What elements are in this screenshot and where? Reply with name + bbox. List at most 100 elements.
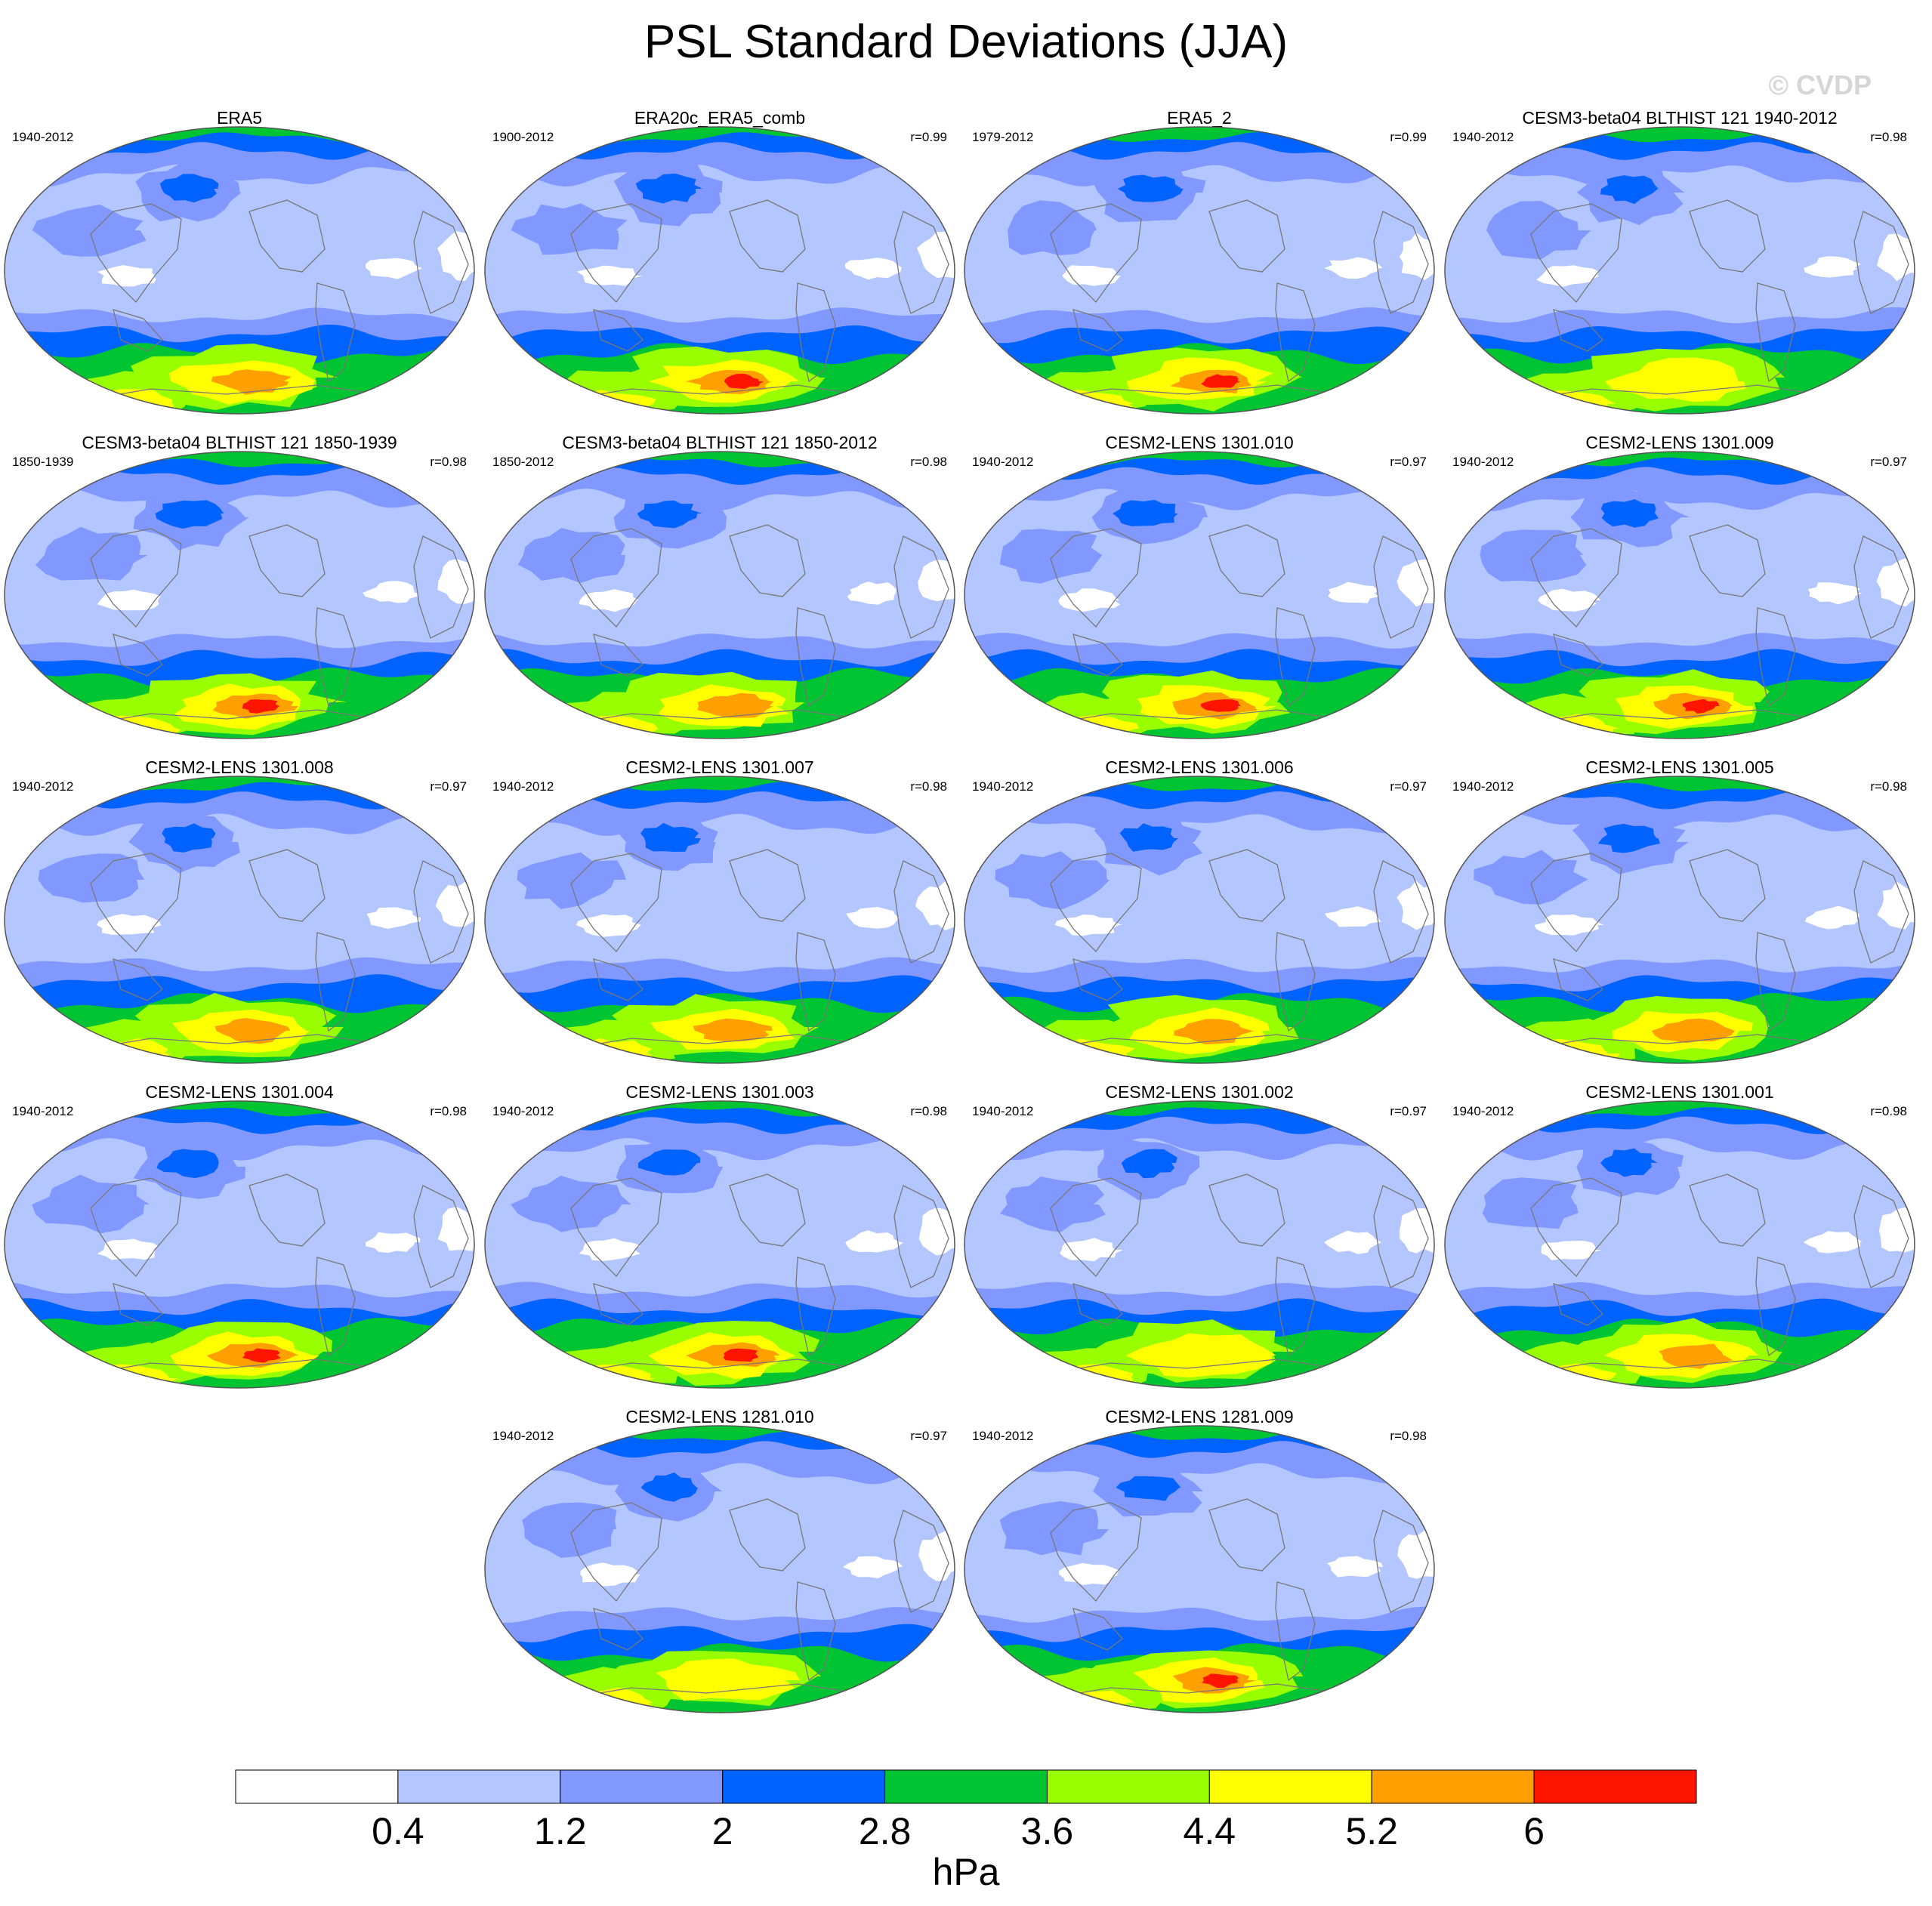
colorbar-tick-label: 2 <box>712 1810 733 1852</box>
panel-period: 1940-2012 <box>492 779 554 794</box>
map-panel: ERA5_2 1979-2012 r=0.99 <box>960 107 1439 424</box>
map-panel: CESM2-LENS 1281.010 1940-2012 r=0.97 <box>480 1406 959 1723</box>
panel-pattern-correlation: r=0.97 <box>1870 455 1907 469</box>
panel-pattern-correlation: r=0.98 <box>1870 1104 1907 1118</box>
panel-title: ERA20c_ERA5_comb <box>634 108 806 128</box>
panel-title: CESM3-beta04 BLTHIST 121 1850-1939 <box>82 433 397 452</box>
map-panel: CESM2-LENS 1301.007 1940-2012 r=0.98 <box>480 757 959 1074</box>
map-panel: ERA5 1940-2012 <box>0 107 479 424</box>
panel-period: 1940-2012 <box>972 1104 1034 1118</box>
panel-title: ERA5_2 <box>1167 108 1232 128</box>
panel-pattern-correlation: r=0.98 <box>910 455 947 469</box>
panel-period: 1940-2012 <box>1452 455 1514 469</box>
panel-title: CESM2-LENS 1301.003 <box>625 1082 814 1102</box>
map-panel: CESM3-beta04 BLTHIST 121 1850-2012 1850-2… <box>480 432 959 749</box>
panel-period: 1940-2012 <box>972 1429 1034 1443</box>
colorbar-box <box>722 1769 886 1804</box>
map-panel: CESM2-LENS 1301.006 1940-2012 r=0.97 <box>960 757 1439 1074</box>
colorbar-box <box>560 1769 724 1804</box>
panel-pattern-correlation: r=0.97 <box>910 1429 947 1443</box>
map-panel: CESM2-LENS 1301.009 1940-2012 r=0.97 <box>1440 432 1919 749</box>
psl-std-map <box>964 451 1435 739</box>
panel-pattern-correlation: r=0.98 <box>430 455 467 469</box>
map-panel: CESM2-LENS 1301.004 1940-2012 r=0.98 <box>0 1081 479 1399</box>
panel-title: CESM2-LENS 1301.005 <box>1585 757 1774 777</box>
colorbar-box <box>397 1769 561 1804</box>
panel-pattern-correlation: r=0.98 <box>910 1104 947 1118</box>
psl-std-map <box>484 451 955 739</box>
map-panel: ERA20c_ERA5_comb 1900-2012 r=0.99 <box>480 107 959 424</box>
panel-pattern-correlation: r=0.97 <box>1390 455 1427 469</box>
panel-title: CESM2-LENS 1301.010 <box>1105 433 1294 452</box>
map-panel: CESM2-LENS 1281.009 1940-2012 r=0.98 <box>960 1406 1439 1723</box>
panel-title: CESM2-LENS 1301.002 <box>1105 1082 1294 1102</box>
psl-std-map <box>1444 451 1915 739</box>
figure-title: PSL Standard Deviations (JJA) <box>643 16 1289 68</box>
panel-period: 1940-2012 <box>1452 779 1514 794</box>
colorbar-boxes <box>235 1769 1697 1804</box>
psl-std-map <box>4 451 475 739</box>
panel-title: CESM2-LENS 1301.004 <box>145 1082 334 1102</box>
panel-period: 1979-2012 <box>972 130 1034 144</box>
panel-title: ERA5 <box>216 108 263 128</box>
psl-std-map <box>484 1100 955 1389</box>
map-panel: CESM2-LENS 1301.008 1940-2012 r=0.97 <box>0 757 479 1074</box>
panel-title: CESM2-LENS 1301.008 <box>145 757 334 777</box>
panel-period: 1850-1939 <box>12 455 74 469</box>
panel-title: CESM2-LENS 1301.006 <box>1105 757 1294 777</box>
panel-title: CESM2-LENS 1301.009 <box>1585 433 1774 452</box>
psl-std-map <box>1444 1100 1915 1389</box>
panel-period: 1900-2012 <box>492 130 554 144</box>
panel-title: CESM2-LENS 1301.007 <box>625 757 814 777</box>
panel-pattern-correlation: r=0.98 <box>1870 779 1907 794</box>
colorbar-tick-label: 1.2 <box>534 1810 587 1852</box>
map-panel: CESM2-LENS 1301.002 1940-2012 r=0.97 <box>960 1081 1439 1399</box>
panel-period: 1940-2012 <box>492 1429 554 1443</box>
panel-period: 1940-2012 <box>12 779 74 794</box>
map-panel: CESM2-LENS 1301.001 1940-2012 r=0.98 <box>1440 1081 1919 1399</box>
colorbar-box <box>884 1769 1048 1804</box>
psl-std-map <box>1444 776 1915 1064</box>
colorbar-tick-label: 5.2 <box>1345 1810 1398 1852</box>
psl-std-map <box>484 1425 955 1713</box>
panel-title: CESM2-LENS 1301.001 <box>1585 1082 1774 1102</box>
panel-pattern-correlation: r=0.97 <box>430 779 467 794</box>
map-panel: CESM2-LENS 1301.005 1940-2012 r=0.98 <box>1440 757 1919 1074</box>
panel-period: 1940-2012 <box>1452 1104 1514 1118</box>
psl-std-map <box>484 126 955 415</box>
psl-std-map <box>964 126 1435 415</box>
panel-title: CESM2-LENS 1281.009 <box>1105 1407 1294 1426</box>
colorbar-tick-label: 3.6 <box>1021 1810 1074 1852</box>
colorbar-tick-label: 0.4 <box>372 1810 424 1852</box>
colorbar-box <box>1371 1769 1535 1804</box>
panel-pattern-correlation: r=0.98 <box>430 1104 467 1118</box>
panel-period: 1940-2012 <box>972 779 1034 794</box>
panel-pattern-correlation: r=0.98 <box>910 779 947 794</box>
panel-period: 1940-2012 <box>12 130 74 144</box>
colorbar-units: hPa <box>933 1851 1000 1893</box>
panel-period: 1940-2012 <box>12 1104 74 1118</box>
panel-pattern-correlation: r=0.99 <box>910 130 947 144</box>
colorbar-tick-label: 2.8 <box>859 1810 912 1852</box>
panel-title: CESM3-beta04 BLTHIST 121 1850-2012 <box>562 433 878 452</box>
psl-std-map <box>484 776 955 1064</box>
panel-pattern-correlation: r=0.97 <box>1390 779 1427 794</box>
watermark: © CVDP <box>1768 69 1872 100</box>
psl-std-map <box>4 126 475 415</box>
panel-pattern-correlation: r=0.98 <box>1390 1429 1427 1443</box>
map-panel: CESM3-beta04 BLTHIST 121 1850-1939 1850-1… <box>0 432 479 749</box>
panel-pattern-correlation: r=0.97 <box>1390 1104 1427 1118</box>
psl-std-map <box>4 776 475 1064</box>
colorbar-box <box>1208 1769 1372 1804</box>
panel-pattern-correlation: r=0.99 <box>1390 130 1427 144</box>
map-panel: CESM3-beta04 BLTHIST 121 1940-2012 1940-2… <box>1440 107 1919 424</box>
psl-std-map <box>964 1100 1435 1389</box>
panel-period: 1940-2012 <box>972 455 1034 469</box>
psl-std-map <box>964 1425 1435 1713</box>
colorbar-box <box>235 1769 399 1804</box>
psl-std-map <box>1444 126 1915 415</box>
panel-pattern-correlation: r=0.98 <box>1870 130 1907 144</box>
panel-title: CESM3-beta04 BLTHIST 121 1940-2012 <box>1522 108 1838 128</box>
map-panel: CESM2-LENS 1301.010 1940-2012 r=0.97 <box>960 432 1439 749</box>
colorbar-box <box>1046 1769 1210 1804</box>
